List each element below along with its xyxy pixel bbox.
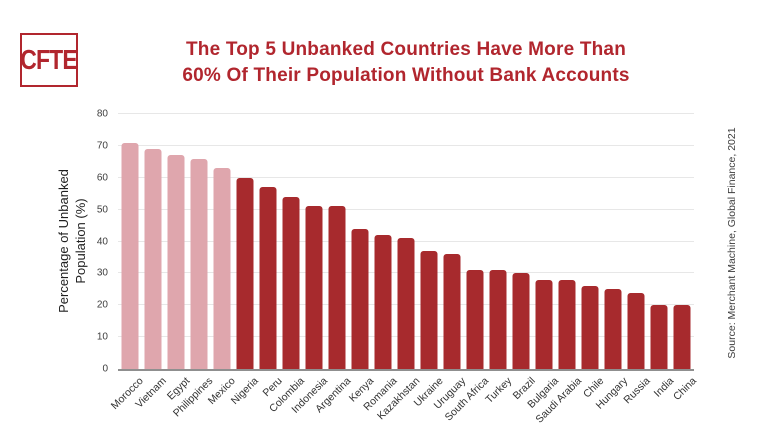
bar-saudi-arabia (558, 279, 576, 369)
bar-russia (627, 292, 645, 369)
gridline-50 (118, 208, 694, 210)
chart-title-line1: The Top 5 Unbanked Countries Have More T… (185, 39, 627, 60)
plot-area: 0 10 20 30 40 50 60 70 80 Morocco Vietnam Egypt Phil… (97, 109, 699, 425)
gridline-80 (118, 113, 694, 114)
bar-hungary (604, 289, 622, 369)
y-tick-label-0: 0 (102, 363, 108, 375)
bar-chile (581, 286, 599, 369)
bar-south-africa (466, 270, 484, 369)
y-tick-label-80: 80 (96, 108, 108, 120)
bar-nigeria (236, 177, 254, 369)
y-axis-label-line1: Percentage of Unbanked (56, 169, 71, 313)
bar-indonesia (305, 206, 323, 369)
x-tick-label-china: China (671, 375, 699, 403)
bar-philippines (190, 158, 208, 369)
cfte-logo: CFTE (20, 33, 78, 87)
chart-title: The Top 5 Unbanked Countries Have More T… (103, 37, 709, 89)
y-axis-label: Percentage of Unbanked Population (%) (55, 169, 89, 313)
y-tick-label-10: 10 (96, 331, 108, 343)
y-tick-label-40: 40 (96, 236, 108, 247)
bar-brazil (512, 273, 530, 369)
bar-ukraine (420, 251, 438, 369)
bar-china (673, 305, 691, 369)
bar-egypt (167, 155, 185, 369)
source-citation: Source: Merchant Machine, Global Finance… (726, 127, 738, 359)
cfte-logo-text: CFTE (20, 44, 78, 75)
bar-uruguay (443, 254, 461, 369)
bar-mexico (213, 168, 231, 369)
bar-bulgaria (535, 279, 553, 369)
y-tick-label-30: 30 (96, 267, 108, 279)
bar-argentina (328, 206, 346, 369)
bar-morocco (121, 142, 139, 369)
y-axis-label-line2: Population (%) (73, 198, 88, 284)
bar-colombia (282, 196, 300, 369)
bar-kazakhstan (397, 238, 415, 369)
y-tick-label-20: 20 (96, 299, 108, 311)
y-tick-label-60: 60 (96, 172, 108, 184)
bar-turkey (489, 270, 507, 369)
chart-title-line2: 60% Of Their Population Without Bank Acc… (182, 65, 630, 86)
bar-india (650, 305, 668, 369)
bar-romania (374, 235, 392, 369)
bar-kenya (351, 228, 369, 369)
bar-vietnam (144, 149, 162, 369)
bar-peru (259, 187, 277, 369)
y-tick-label-50: 50 (96, 204, 108, 216)
y-tick-label-70: 70 (96, 140, 108, 152)
gridline-70 (118, 144, 694, 146)
gridline-60 (118, 176, 694, 178)
